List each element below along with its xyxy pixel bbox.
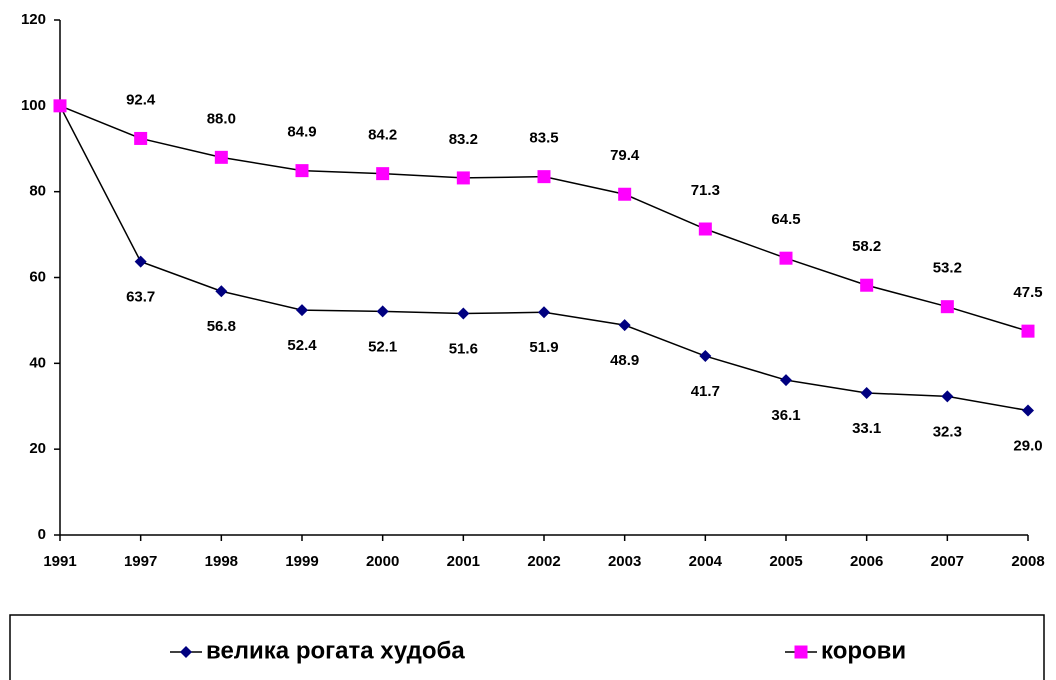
data-point xyxy=(780,374,792,387)
data-label: 48.9 xyxy=(610,352,639,369)
data-label: 51.6 xyxy=(449,341,478,358)
data-label: 52.4 xyxy=(287,337,317,354)
data-label: 84.9 xyxy=(287,124,316,141)
x-tick-label: 2007 xyxy=(931,553,964,570)
data-label: 83.5 xyxy=(529,130,558,147)
data-point xyxy=(134,131,148,145)
data-label: 58.2 xyxy=(852,238,881,255)
data-point xyxy=(214,150,228,164)
x-tick-label: 2005 xyxy=(769,553,802,570)
y-tick-label: 80 xyxy=(29,183,46,200)
legend-text: велика рогата худоба xyxy=(206,637,465,664)
data-label: 36.1 xyxy=(771,407,800,424)
x-tick-label: 2008 xyxy=(1011,553,1044,570)
series-line xyxy=(59,105,1029,412)
x-tick-label: 1999 xyxy=(285,553,318,570)
data-point xyxy=(699,350,712,363)
data-label: 84.2 xyxy=(368,127,397,144)
data-point xyxy=(134,255,147,268)
x-tick-label: 2006 xyxy=(850,553,883,570)
data-label: 79.4 xyxy=(610,147,640,164)
data-point xyxy=(940,300,954,314)
data-point xyxy=(618,319,631,332)
x-tick-label: 1998 xyxy=(205,553,238,570)
data-point xyxy=(376,305,389,318)
data-point xyxy=(456,171,470,185)
data-point xyxy=(860,386,873,399)
data-label: 52.1 xyxy=(368,338,397,355)
y-tick-label: 60 xyxy=(29,268,46,285)
data-label: 71.3 xyxy=(691,182,720,199)
data-label: 83.2 xyxy=(449,131,478,148)
data-label: 63.7 xyxy=(126,289,155,306)
y-tick-label: 40 xyxy=(29,354,46,371)
y-tick-label: 100 xyxy=(21,97,46,114)
x-tick-label: 2002 xyxy=(527,553,560,570)
x-tick-label: 1991 xyxy=(43,553,76,570)
data-label: 88.0 xyxy=(207,110,236,127)
data-label: 92.4 xyxy=(126,91,156,108)
data-label: 51.9 xyxy=(529,339,558,356)
data-point xyxy=(215,285,228,298)
data-point xyxy=(376,167,390,181)
data-point xyxy=(295,164,309,178)
y-tick-label: 120 xyxy=(21,11,46,28)
data-point xyxy=(618,187,632,201)
data-point xyxy=(538,306,550,319)
x-tick-label: 2000 xyxy=(366,553,399,570)
data-point xyxy=(537,170,551,184)
data-point xyxy=(53,99,67,113)
data-point xyxy=(1022,404,1034,417)
data-label: 64.5 xyxy=(771,211,800,228)
legend-marker xyxy=(180,646,192,658)
x-tick-label: 2003 xyxy=(608,553,641,570)
legend-text: корови xyxy=(821,637,906,664)
x-tick-label: 1997 xyxy=(124,553,157,570)
data-point xyxy=(941,390,954,403)
legend-marker xyxy=(794,645,808,659)
x-tick-label: 2001 xyxy=(447,553,480,570)
data-label: 56.8 xyxy=(207,318,236,335)
data-label: 47.5 xyxy=(1013,284,1042,301)
data-point xyxy=(860,278,874,292)
data-point xyxy=(296,304,308,317)
data-point xyxy=(779,251,793,265)
data-label: 53.2 xyxy=(933,260,962,277)
data-label: 29.0 xyxy=(1013,438,1042,455)
data-point xyxy=(457,307,470,320)
y-tick-label: 0 xyxy=(38,526,46,543)
y-tick-label: 20 xyxy=(29,440,46,457)
data-point xyxy=(1021,324,1035,338)
data-point xyxy=(698,222,712,236)
data-label: 33.1 xyxy=(852,420,881,437)
data-label: 32.3 xyxy=(933,423,962,440)
legend-box xyxy=(9,614,1045,680)
x-tick-label: 2004 xyxy=(689,553,723,570)
data-label: 41.7 xyxy=(691,383,720,400)
